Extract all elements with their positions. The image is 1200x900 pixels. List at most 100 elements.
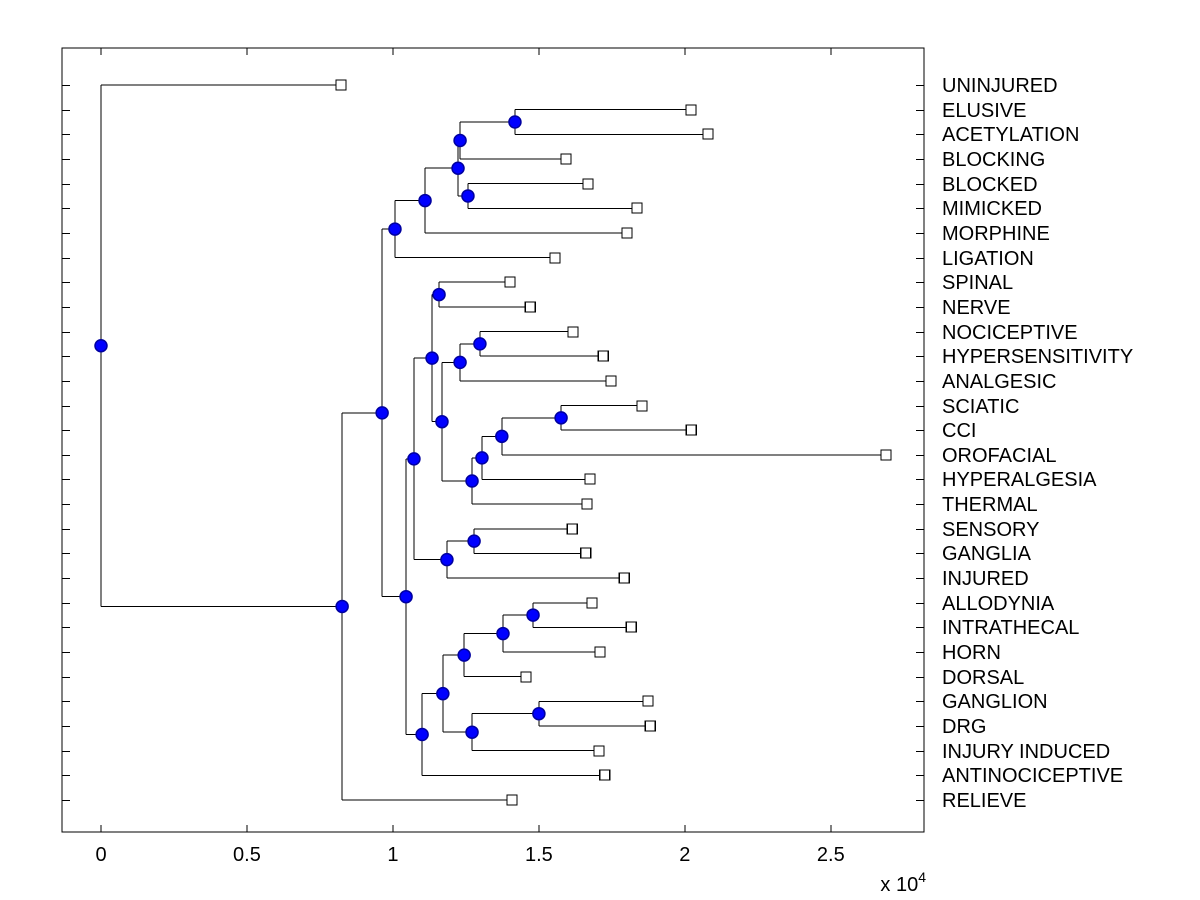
leaf-label: LIGATION (942, 248, 1034, 270)
branch-node-dot (473, 337, 487, 351)
leaf-marker (593, 745, 605, 757)
leaf-label: NERVE (942, 297, 1011, 319)
x-tick-label: 1 (387, 844, 398, 866)
leaf-marker (621, 227, 633, 239)
branch-node-dot (407, 452, 421, 466)
leaf-label: RELIEVE (942, 790, 1026, 812)
branch-node-dot (465, 474, 479, 488)
leaf-marker (597, 350, 609, 362)
leaf-marker (504, 276, 516, 288)
leaf-label: MIMICKED (942, 198, 1042, 220)
leaf-label: DRG (942, 716, 986, 738)
leaf-label: ELUSIVE (942, 100, 1026, 122)
leaf-marker (702, 128, 714, 140)
leaf-label: SPINAL (942, 272, 1013, 294)
leaf-marker (685, 104, 697, 116)
branch-node-dot (436, 686, 450, 701)
branch-node-dot (418, 193, 432, 208)
branch-node-dot (375, 406, 389, 420)
leaf-label: ANTINOCICEPTIVE (942, 765, 1123, 787)
leaf-label: BLOCKING (942, 149, 1045, 171)
branch-node-dot (453, 355, 467, 370)
leaf-label: OROFACIAL (942, 445, 1056, 467)
branch-node-dot (425, 351, 439, 365)
branch-node-dot (440, 552, 454, 567)
leaf-label: DORSAL (942, 667, 1024, 689)
leaf-label: MORPHINE (942, 223, 1050, 245)
branch-node-dot (461, 189, 475, 203)
branch-node-dot (94, 338, 108, 353)
leaf-marker (618, 572, 630, 584)
node-markers (94, 79, 892, 806)
branch-node-dot (453, 133, 467, 148)
leaf-label: HYPERSENSITIVITY (942, 346, 1133, 368)
x-tick-label: 2 (679, 844, 690, 866)
branch-node-dot (495, 429, 509, 444)
leaf-label: UNINJURED (942, 75, 1058, 97)
leaf-marker (520, 671, 532, 683)
leaf-label: INTRATHECAL (942, 617, 1079, 639)
x-tick-label: 2.5 (817, 844, 845, 866)
leaf-label: CCI (942, 420, 976, 442)
leaf-label: ANALGESIC (942, 371, 1056, 393)
x-tick-label: 1.5 (525, 844, 553, 866)
leaf-marker (631, 202, 643, 214)
leaf-marker (685, 424, 697, 436)
leaf-marker (644, 720, 656, 732)
leaf-label: HYPERALGESIA (942, 469, 1097, 491)
leaf-label: ALLODYNIA (942, 593, 1055, 615)
plot-box (61, 47, 925, 833)
branch-node-dot (508, 115, 522, 129)
branch-node-dot (335, 599, 349, 614)
leaf-label: HORN (942, 642, 1001, 664)
leaf-label: GANGLION (942, 691, 1048, 713)
x-axis-multiplier-label: x 104 (880, 869, 926, 896)
branch-node-dot (388, 222, 402, 236)
leaf-marker (605, 375, 617, 387)
leaf-label: INJURED (942, 568, 1029, 590)
leaf-marker (335, 79, 347, 91)
leaf-marker (560, 153, 572, 165)
leaf-marker (580, 547, 592, 559)
leaf-marker (581, 498, 593, 510)
leaf-marker (599, 769, 611, 781)
leaf-marker (594, 646, 606, 658)
branch-node-dot (432, 287, 446, 302)
branch-node-dot (554, 411, 568, 425)
leaf-marker (582, 178, 594, 190)
leaf-marker (586, 597, 598, 609)
leaf-marker (642, 695, 654, 707)
branch-node-dot (475, 451, 489, 465)
leaf-marker (567, 326, 579, 338)
x-tick-label: 0.5 (233, 844, 261, 866)
leaf-marker (584, 473, 596, 485)
leaf-marker (566, 523, 578, 535)
branch-node-dot (399, 589, 413, 604)
leaf-label: SCIATIC (942, 396, 1019, 418)
axis-group: 0 0.5 1 1.5 2 2.5 (61, 47, 925, 866)
leaf-label: NOCICEPTIVE (942, 322, 1078, 344)
leaf-marker (549, 252, 561, 264)
branch-node-dot (435, 414, 449, 429)
leaf-marker (506, 794, 518, 806)
leaf-marker (880, 449, 892, 461)
leaf-label: GANGLIA (942, 543, 1032, 565)
leaf-marker (524, 301, 536, 313)
leaf-marker (625, 621, 637, 633)
branch-node-dot (532, 706, 546, 721)
branch-node-dot (526, 608, 540, 622)
leaf-label: THERMAL (942, 494, 1038, 516)
branch-node-dot (415, 727, 429, 742)
leaf-label: SENSORY (942, 519, 1039, 541)
branch-node-dot (496, 626, 510, 641)
x-tick-label: 0 (95, 844, 106, 866)
leaf-label: BLOCKED (942, 174, 1038, 196)
leaf-label: INJURY INDUCED (942, 741, 1110, 763)
branch-node-dot (451, 161, 465, 175)
branch-node-dot (457, 648, 471, 662)
leaf-marker (636, 400, 648, 412)
branch-node-dot (467, 534, 481, 548)
